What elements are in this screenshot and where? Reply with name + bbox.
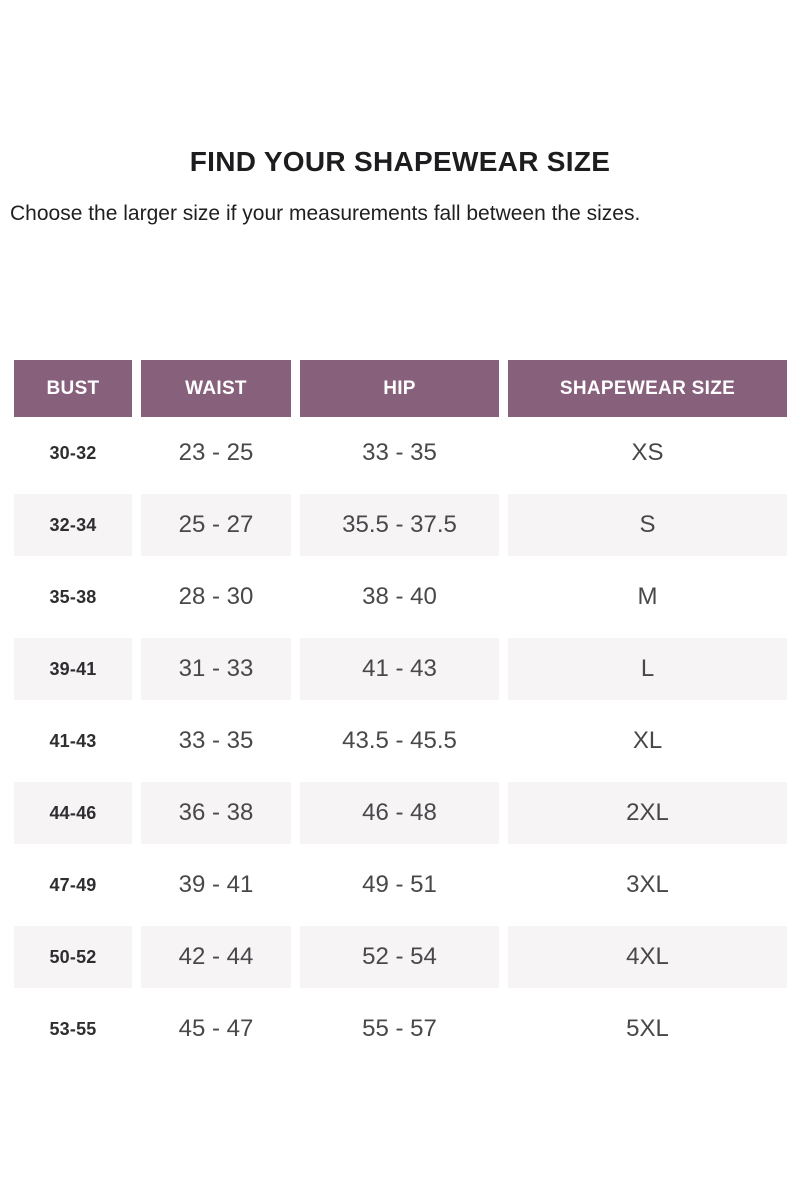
hip-cell: 38 - 40 bbox=[362, 583, 437, 610]
bust-cell: 41-43 bbox=[49, 730, 97, 751]
bust-cell: 35-38 bbox=[49, 586, 97, 607]
waist-cell: 23 - 25 bbox=[178, 439, 254, 466]
table-row: 41-43 33 - 35 43.5 - 45.5 XL bbox=[14, 705, 787, 777]
table-row: 39-41 31 - 33 41 - 43 L bbox=[14, 633, 787, 705]
header-cell-hip: HIP bbox=[300, 360, 499, 417]
table-row: 50-52 42 - 44 52 - 54 4XL bbox=[14, 921, 787, 993]
hip-cell: 41 - 43 bbox=[300, 638, 499, 700]
size-cell: S bbox=[508, 494, 787, 556]
table-row: 53-55 45 - 47 55 - 57 5XL bbox=[14, 993, 787, 1065]
size-cell: 5XL bbox=[626, 1015, 669, 1042]
header-cell-shapewear-size: SHAPEWEAR SIZE bbox=[508, 360, 787, 417]
hip-cell: 46 - 48 bbox=[300, 782, 499, 844]
table-header-row: BUST WAIST HIP SHAPEWEAR SIZE bbox=[14, 360, 787, 417]
table-row: 44-46 36 - 38 46 - 48 2XL bbox=[14, 777, 787, 849]
header-cell-waist: WAIST bbox=[141, 360, 291, 417]
waist-cell: 39 - 41 bbox=[178, 871, 254, 898]
bust-cell: 32-34 bbox=[14, 494, 132, 556]
hip-cell: 52 - 54 bbox=[300, 926, 499, 988]
table-row: 47-49 39 - 41 49 - 51 3XL bbox=[14, 849, 787, 921]
waist-cell: 28 - 30 bbox=[178, 583, 254, 610]
size-cell: 2XL bbox=[508, 782, 787, 844]
bust-cell: 39-41 bbox=[14, 638, 132, 700]
table-row: 35-38 28 - 30 38 - 40 M bbox=[14, 561, 787, 633]
hip-cell: 43.5 - 45.5 bbox=[342, 727, 457, 754]
bust-cell: 44-46 bbox=[14, 782, 132, 844]
hip-cell: 55 - 57 bbox=[362, 1015, 437, 1042]
waist-cell: 42 - 44 bbox=[141, 926, 291, 988]
waist-cell: 31 - 33 bbox=[141, 638, 291, 700]
page-subtitle: Choose the larger size if your measureme… bbox=[10, 202, 641, 225]
table-row: 30-32 23 - 25 33 - 35 XS bbox=[14, 417, 787, 489]
size-cell: 3XL bbox=[626, 871, 669, 898]
hip-cell: 35.5 - 37.5 bbox=[300, 494, 499, 556]
table-row: 32-34 25 - 27 35.5 - 37.5 S bbox=[14, 489, 787, 561]
bust-cell: 47-49 bbox=[49, 874, 97, 895]
hip-cell: 33 - 35 bbox=[362, 439, 437, 466]
size-cell: XL bbox=[632, 727, 663, 754]
waist-cell: 25 - 27 bbox=[141, 494, 291, 556]
size-cell: L bbox=[508, 638, 787, 700]
size-cell: XS bbox=[631, 439, 664, 466]
size-cell: 4XL bbox=[508, 926, 787, 988]
waist-cell: 36 - 38 bbox=[141, 782, 291, 844]
bust-cell: 53-55 bbox=[49, 1018, 97, 1039]
page-title: FIND YOUR SHAPEWEAR SIZE bbox=[189, 146, 611, 177]
size-cell: M bbox=[637, 583, 658, 610]
table-body: 30-32 23 - 25 33 - 35 XS 32-34 25 - 27 3… bbox=[14, 417, 787, 1065]
waist-cell: 45 - 47 bbox=[178, 1015, 254, 1042]
header-cell-bust: BUST bbox=[14, 360, 132, 417]
waist-cell: 33 - 35 bbox=[178, 727, 254, 754]
bust-cell: 50-52 bbox=[14, 926, 132, 988]
hip-cell: 49 - 51 bbox=[362, 871, 437, 898]
bust-cell: 30-32 bbox=[49, 442, 97, 463]
size-table: BUST WAIST HIP SHAPEWEAR SIZE 30-32 23 -… bbox=[14, 360, 787, 1065]
